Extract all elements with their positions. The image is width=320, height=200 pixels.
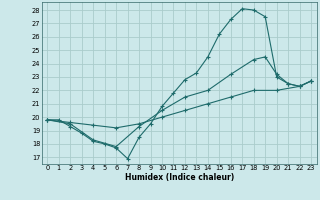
X-axis label: Humidex (Indice chaleur): Humidex (Indice chaleur) xyxy=(124,173,234,182)
